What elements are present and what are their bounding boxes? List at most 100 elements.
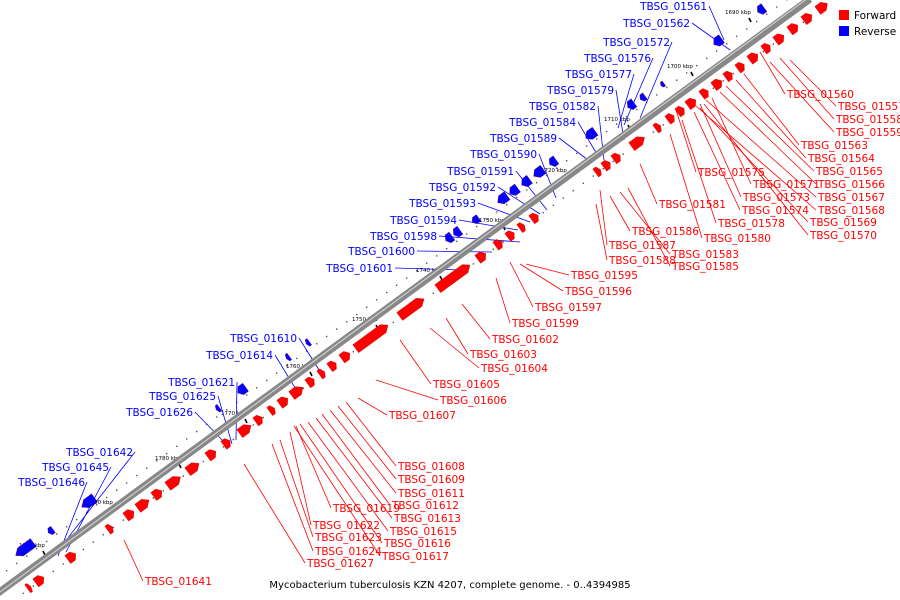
gene-label: TBSG_01609 [397,474,465,486]
leader-line [345,401,397,467]
forward-gene-arrow [150,488,162,501]
grid-dot [385,291,388,294]
gene-label: TBSG_01592 [428,182,496,194]
reverse-gene-arrow [509,183,521,196]
figure-caption: Mycobacterium tuberculosis KZN 4207, com… [269,580,630,591]
gene-label: TBSG_01586 [631,226,699,238]
leader-line [59,451,136,549]
kbp-tick-label: 1790 kbp [87,500,113,506]
grid-dot [32,585,35,587]
grid-dot [222,446,225,448]
grid-dot [552,204,555,207]
leader-line [735,79,807,159]
grid-dot [525,189,528,191]
grid-dot [775,6,778,8]
leader-line [599,189,608,246]
gene-label: TBSG_01624 [314,546,382,558]
grid-dot [542,211,545,214]
gene-label: TBSG_01574 [741,205,809,217]
forward-gene-arrow [434,264,471,293]
grid-dot [802,21,805,24]
forward-gene-arrow [474,251,486,264]
gene-label: TBSG_01596 [564,286,632,298]
reverse-gene-arrow [472,214,482,225]
forward-gene-arrow [664,113,675,125]
forward-gene-arrow [122,509,134,522]
forward-gene-arrow [184,462,200,476]
gene-label: TBSG_01641 [144,576,212,588]
leader-line [769,61,835,133]
forward-gene-arrow [710,78,722,91]
gene-label: TBSG_01622 [312,520,380,532]
reverse-gene-arrow [237,382,249,395]
grid-dot [162,490,165,492]
gene-label: TBSG_01615 [389,526,457,538]
forward-gene-arrow [698,88,709,100]
grid-dot [335,328,338,330]
genome-backbone [0,0,812,596]
grid-dot [755,20,758,23]
kbp-tick-mark [748,17,752,23]
grid-dot [55,533,58,535]
gene-label: TBSG_01616 [383,538,451,550]
gene-label: TBSG_01575 [697,167,765,179]
forward-gene-arrow [338,351,350,364]
leader-line [243,463,306,564]
gene-label: TBSG_01602 [491,334,559,346]
leader-line [235,381,238,441]
leader-line [708,5,725,41]
grid-dot [65,526,68,528]
forward-gene-arrow [252,414,263,427]
gene-label: TBSG_01598 [369,231,437,243]
grid-dot [295,357,298,360]
gene-label: TBSG_01568 [817,205,885,217]
gene-label: TBSG_01562 [622,18,690,30]
grid-dot [475,225,478,228]
leader-line [375,379,439,401]
leader-line [321,413,391,506]
kbp-tick-mark [439,275,443,281]
leader-line [789,59,837,107]
grid-dot [615,123,618,125]
gene-label: TBSG_01578 [717,218,785,230]
forward-gene-arrow [722,70,733,83]
kbp-tick-label: 1730 kbp [479,218,505,224]
leader-line [558,137,589,161]
leader-line [295,425,332,509]
leader-line [123,539,144,582]
grid-dot [572,189,575,192]
grid-dot [622,153,625,155]
legend-swatch-forward [839,10,849,20]
gene-label: TBSG_01557 [837,101,900,113]
grid-dot [435,255,438,257]
gene-label: TBSG_01608 [397,461,465,473]
grid-dot [772,43,775,45]
grid-dot [492,248,495,250]
grid-dot [82,548,85,551]
grid-dot [62,563,65,565]
legend-label-forward: Forward [854,10,896,22]
grid-dot [445,247,448,250]
reverse-gene-arrow [304,338,313,347]
grid-dot [105,496,108,499]
grid-dot [185,438,188,440]
reverse-gene-arrow [713,34,725,47]
forward-gene-arrow [396,298,425,321]
gene-label: TBSG_01587 [608,240,676,252]
grid-dot [662,124,665,126]
grid-dot [125,482,128,484]
grid-dot [575,152,578,155]
leader-line [293,425,381,557]
leader-line [458,219,519,231]
forward-gene-arrow [220,438,231,450]
forward-gene-arrow [304,376,315,389]
forward-gene-arrow [734,62,745,74]
leader-line [519,263,564,292]
leader-line [337,405,397,480]
forward-gene-arrow [236,424,252,438]
leader-line [307,421,389,532]
gene-label: TBSG_01571 [752,179,820,191]
gene-label: TBSG_01621 [167,377,235,389]
